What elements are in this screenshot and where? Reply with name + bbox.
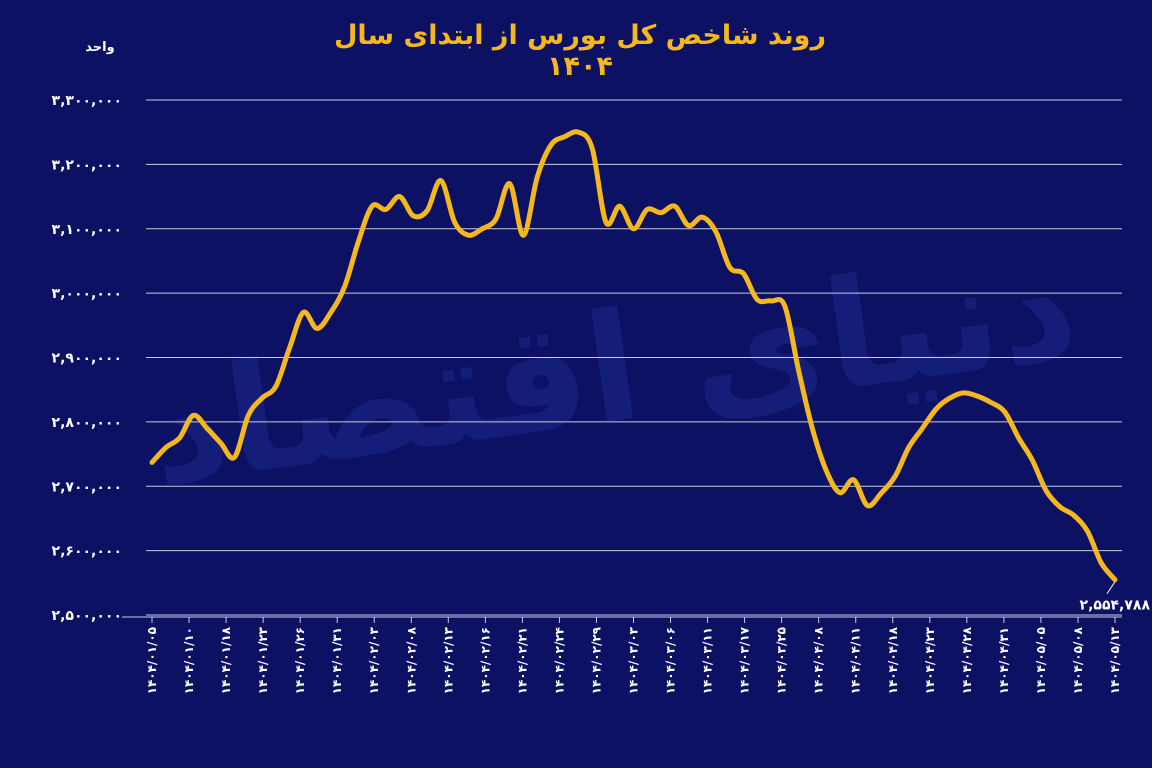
x-tick-label: ۱۴۰۴/۰۵/۰۸ bbox=[1071, 626, 1085, 694]
x-tick-label: ۱۴۰۴/۰۲/۲۴ bbox=[552, 627, 566, 694]
y-axis-unit-label: واحد bbox=[85, 40, 115, 55]
chart-title: روند شاخص کل بورس از ابتدای سال ۱۴۰۴ bbox=[333, 20, 827, 82]
last-value-label: ۲,۵۵۴,۷۸۸ bbox=[1080, 598, 1151, 614]
y-tick-label: ۳,۰۰۰,۰۰۰ bbox=[52, 286, 122, 302]
x-tick-label: ۱۴۰۴/۰۱/۳۱ bbox=[330, 627, 344, 694]
annotation-layer: ۲,۵۵۴,۷۸۸ bbox=[1080, 581, 1151, 614]
x-tick-label: ۱۴۰۴/۰۳/۱۱ bbox=[701, 627, 715, 694]
x-tick-label: ۱۴۰۴/۰۵/۱۳ bbox=[1108, 626, 1122, 694]
last-value-leader bbox=[1106, 581, 1116, 595]
x-tick-label: ۱۴۰۴/۰۳/۱۷ bbox=[738, 626, 752, 694]
x-tick-label: ۱۴۰۴/۰۲/۱۳ bbox=[441, 626, 455, 694]
x-tick-label: ۱۴۰۴/۰۲/۱۶ bbox=[478, 627, 492, 694]
y-tick-label: ۲,۵۰۰,۰۰۰ bbox=[52, 608, 122, 624]
y-tick-label: ۳,۱۰۰,۰۰۰ bbox=[52, 222, 122, 238]
x-tick-label: ۱۴۰۴/۰۳/۰۶ bbox=[664, 627, 678, 694]
x-tick-label: ۱۴۰۴/۰۴/۳۱ bbox=[997, 627, 1011, 694]
x-tick-label: ۱۴۰۴/۰۳/۲۵ bbox=[775, 627, 789, 694]
y-tick-label: ۲,۷۰۰,۰۰۰ bbox=[52, 479, 122, 495]
x-tick-label: ۱۴۰۴/۰۲/۲۹ bbox=[589, 626, 603, 694]
x-tick-label: ۱۴۰۴/۰۴/۲۳ bbox=[923, 626, 937, 694]
series-layer bbox=[149, 129, 1118, 583]
y-tick-label: ۲,۹۰۰,۰۰۰ bbox=[52, 351, 122, 367]
x-tick-label: ۱۴۰۴/۰۴/۱۸ bbox=[886, 626, 900, 694]
y-tick-label: ۳,۲۰۰,۰۰۰ bbox=[52, 157, 122, 173]
grid-lines bbox=[146, 99, 1122, 616]
y-tick-label: ۳,۳۰۰,۰۰۰ bbox=[52, 93, 122, 109]
x-tick-label: ۱۴۰۴/۰۲/۲۱ bbox=[515, 627, 529, 694]
x-tick-label: ۱۴۰۴/۰۴/۲۸ bbox=[960, 626, 974, 694]
x-tick-label: ۱۴۰۴/۰۳/۰۳ bbox=[627, 626, 641, 694]
x-tick-label: ۱۴۰۴/۰۱/۰۵ bbox=[145, 627, 159, 694]
y-tick-label: ۲,۸۰۰,۰۰۰ bbox=[52, 415, 122, 431]
y-tick-label: ۲,۶۰۰,۰۰۰ bbox=[52, 544, 122, 560]
x-tick-label: ۱۴۰۴/۰۲/۰۸ bbox=[404, 626, 418, 694]
x-tick-label: ۱۴۰۴/۰۴/۰۸ bbox=[812, 626, 826, 694]
y-axis-ticks: ۲,۵۰۰,۰۰۰ ۲,۶۰۰,۰۰۰ ۲,۷۰۰,۰۰۰ ۲,۸۰۰,۰۰۰ ۲,۹۰… bbox=[52, 93, 122, 624]
x-tick-label: ۱۴۰۴/۰۱/۱۸ bbox=[219, 626, 233, 694]
x-tick-label: ۱۴۰۴/۰۱/۱۰ bbox=[182, 627, 196, 694]
x-tick-label: ۱۴۰۴/۰۱/۲۶ bbox=[293, 627, 307, 694]
x-tick-label: ۱۴۰۴/۰۴/۱۱ bbox=[849, 627, 863, 694]
x-tick-label: ۱۴۰۴/۰۲/۰۳ bbox=[367, 626, 381, 694]
x-tick-label: ۱۴۰۴/۰۱/۲۳ bbox=[256, 626, 270, 694]
x-tick-label: ۱۴۰۴/۰۵/۰۵ bbox=[1034, 627, 1048, 694]
series-line bbox=[149, 129, 1118, 583]
x-axis-ticks: ۱۴۰۴/۰۱/۰۵ ۱۴۰۴/۰۱/۱۰ ۱۴۰۴/۰۱/۱۸ ۱۴۰۴/۰۱/۲۳… bbox=[122, 616, 1122, 694]
